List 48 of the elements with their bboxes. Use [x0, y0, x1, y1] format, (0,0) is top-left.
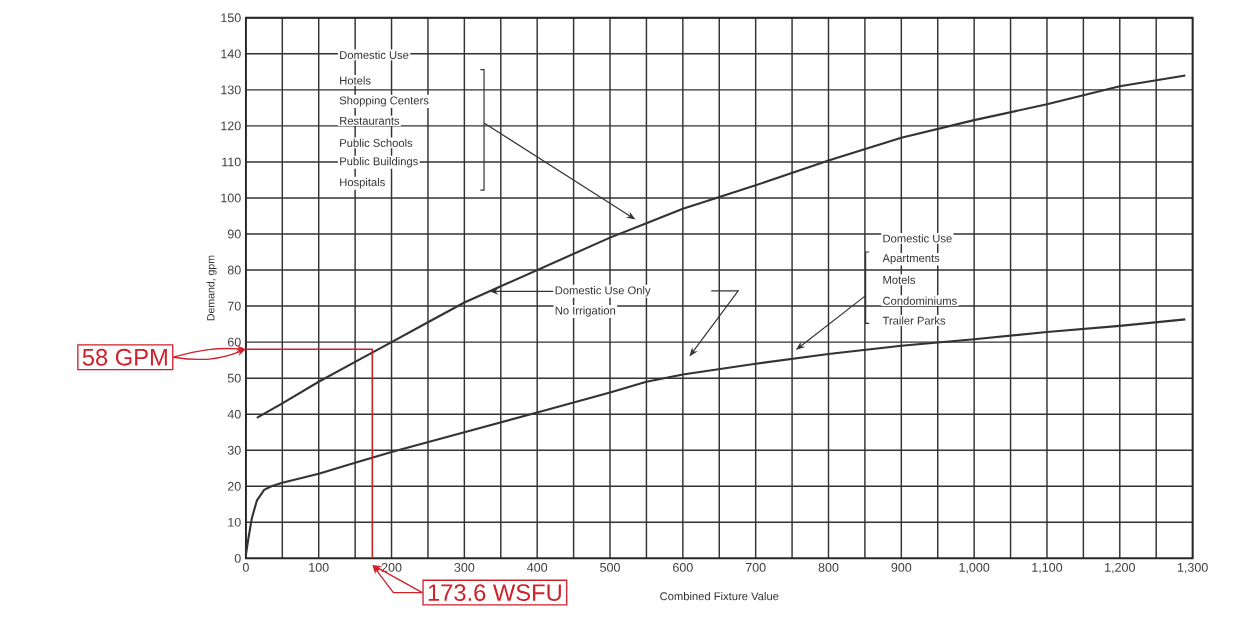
annotation: Public Buildings — [340, 156, 418, 168]
x-axis-title: Combined Fixture Value — [660, 591, 779, 601]
y-tick-label: 150 — [221, 13, 241, 23]
x-tick-label: 1,100 — [1032, 562, 1063, 574]
y-tick-label: 130 — [221, 85, 241, 95]
annotation: No Irrigation — [555, 306, 616, 317]
x-tick-label: 200 — [381, 562, 402, 572]
y-tick-label: 100 — [221, 193, 241, 203]
x-tick-label: 100 — [309, 562, 329, 572]
x-tick-label: 900 — [891, 562, 912, 572]
annotation: Motels — [883, 275, 916, 284]
y-tick-label: 60 — [227, 337, 241, 347]
y-tick-label: 140 — [221, 49, 241, 59]
y-tick-label: 0 — [234, 553, 241, 563]
y-tick-label: 40 — [227, 409, 241, 419]
y-tick-label: 30 — [227, 445, 241, 455]
annotation: Condominiums — [883, 296, 957, 305]
annotation: Apartments — [882, 254, 940, 265]
x-tick-label: 600 — [673, 562, 693, 572]
x-tick-label: 300 — [454, 562, 475, 572]
y-tick-label: 50 — [227, 373, 241, 383]
annotation: Hotels — [340, 76, 371, 85]
y-tick-label: 20 — [227, 481, 241, 491]
x-tick-label: 700 — [745, 562, 766, 572]
y-tick-label: 70 — [227, 301, 241, 311]
y-tick-label: 120 — [221, 121, 241, 131]
x-tick-label: 0 — [242, 562, 249, 572]
annotation: Domestic Use Only — [555, 285, 651, 297]
x-tick-label: 800 — [818, 562, 839, 572]
x-tick-label: 500 — [600, 562, 620, 572]
y-tick-label: 10 — [228, 517, 241, 527]
annotation: Trailer Parks — [882, 316, 946, 325]
annotation: 58 GPM — [82, 348, 167, 366]
annotation: Domestic Use — [340, 50, 409, 59]
y-axis-title: Demand, gpm — [206, 255, 217, 321]
x-tick-label: 1,200 — [1105, 562, 1135, 574]
annotation: Restaurants — [340, 116, 400, 125]
annotation: Domestic Use — [883, 234, 952, 243]
annotation: Public Schools — [340, 138, 413, 147]
annotation: Shopping Centers — [339, 95, 429, 107]
x-tick-label: 400 — [527, 562, 548, 572]
y-tick-label: 110 — [222, 157, 241, 167]
y-tick-label: 80 — [227, 265, 241, 275]
y-tick-label: 90 — [227, 229, 241, 239]
x-tick-label: 1,000 — [959, 562, 990, 574]
annotation: Hospitals — [340, 177, 385, 189]
x-tick-label: 1,300 — [1177, 562, 1208, 574]
annotation: 173.6 WSFU — [428, 584, 561, 601]
